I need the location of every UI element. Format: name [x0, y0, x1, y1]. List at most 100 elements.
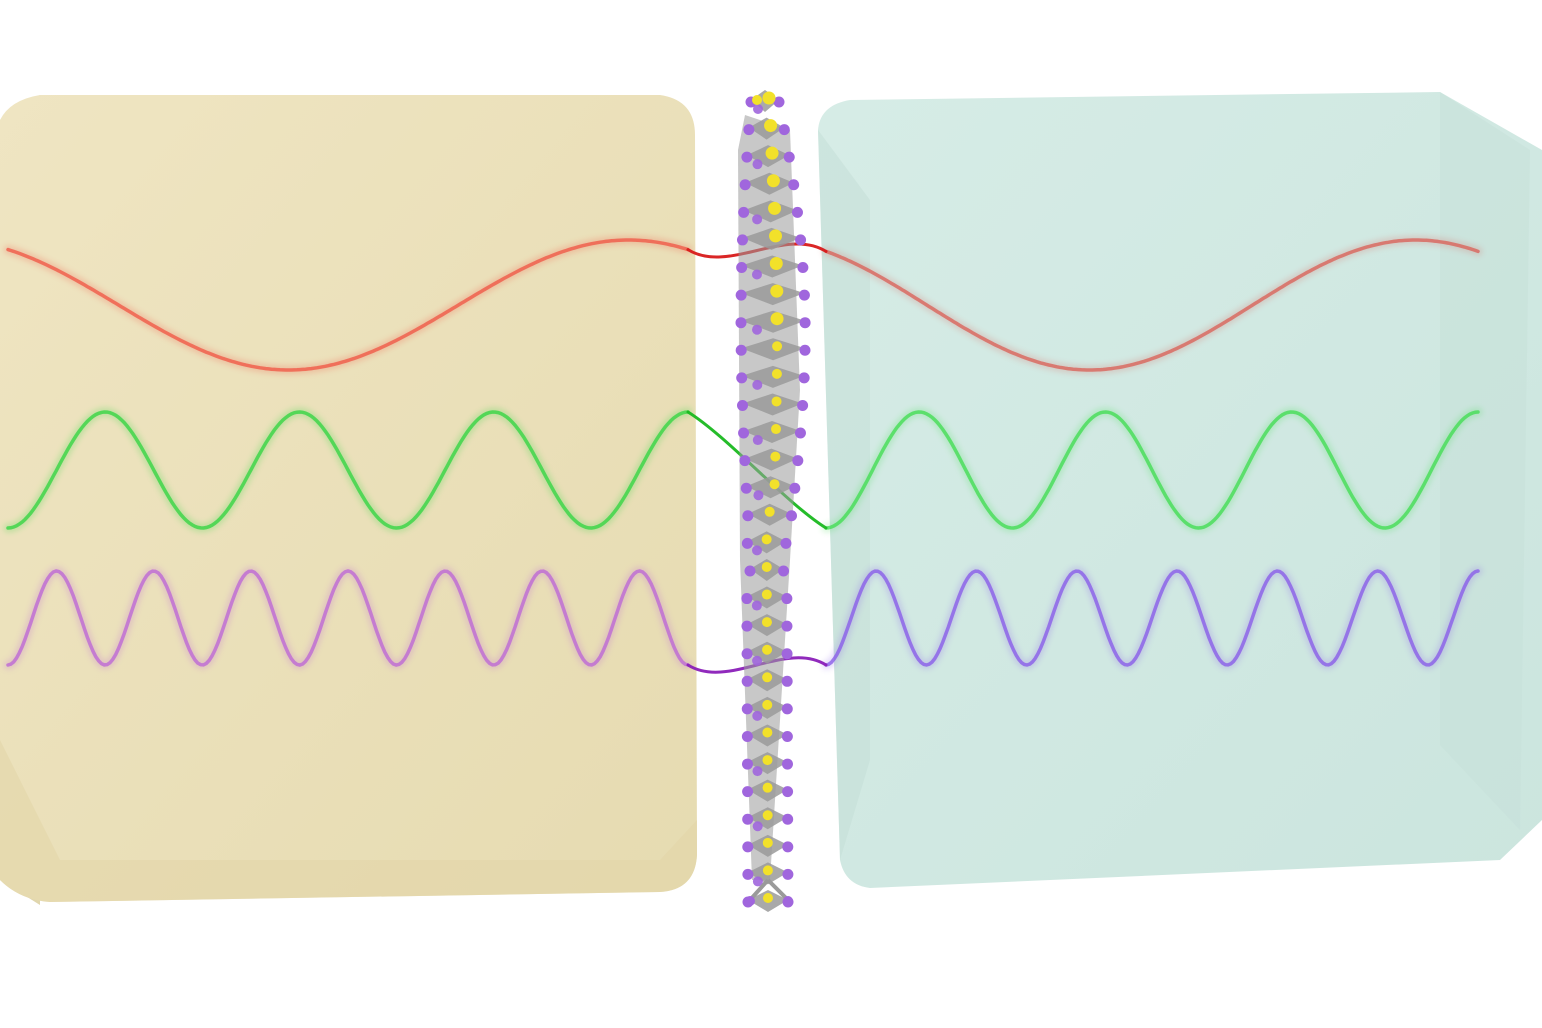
crystal-atom-yellow: [769, 257, 783, 271]
red-wave-left: [6, 238, 690, 372]
crystal-atom-yellow: [771, 424, 782, 435]
crystal-atom-purple: [752, 821, 763, 832]
crystal-atom-purple: [739, 455, 751, 467]
violet-wave-right: [824, 569, 1480, 667]
crystal-atom-purple: [781, 730, 793, 742]
crystal-atom-purple: [741, 758, 753, 770]
crystal-atom-purple: [780, 537, 792, 549]
crystal-atom-purple: [753, 104, 763, 114]
crystal-atom-purple: [782, 786, 794, 798]
crystal-atom-purple: [778, 565, 790, 577]
crystal-atom-yellow: [764, 119, 778, 133]
crystal-atom-yellow: [765, 146, 779, 160]
crystal-atom-purple: [783, 896, 793, 906]
red-wave-right: [824, 238, 1480, 372]
crystal-atom-purple: [738, 206, 750, 218]
crystal-atom-purple: [781, 620, 793, 632]
crystal-atom-yellow: [772, 341, 783, 352]
crystal-atom-purple: [788, 179, 800, 191]
crystal-atom-purple: [742, 786, 754, 798]
crystal-atom-purple: [791, 206, 803, 218]
crystal-atom-purple: [783, 151, 795, 163]
crystal-atom-purple: [795, 234, 807, 246]
crystal-atom-purple: [741, 537, 753, 549]
crystal-atom-yellow: [761, 589, 772, 600]
crystal-atom-purple: [735, 317, 747, 329]
crystal-atom-purple: [752, 324, 763, 335]
crystal-atom-yellow: [771, 368, 782, 379]
crystal-atom-purple: [751, 269, 762, 280]
crystal-atom-purple: [742, 841, 754, 853]
crystal-atom-purple: [742, 510, 754, 522]
crystal-atom-yellow: [762, 672, 773, 683]
crystal-atom-purple: [782, 841, 794, 853]
crystal-atom-purple: [741, 703, 753, 715]
crystal-atom-yellow: [762, 865, 773, 876]
crystal-atom-purple: [782, 868, 794, 880]
crystal-atom-purple: [799, 344, 811, 356]
crystal-atom-yellow: [752, 95, 762, 105]
crystal-atom-yellow: [769, 229, 783, 243]
crystal-atom-purple: [798, 372, 810, 384]
crystal-atom-yellow: [769, 479, 780, 490]
crystal-atom-purple: [740, 482, 752, 494]
crystal-atom-purple: [798, 289, 810, 301]
crystal-atom-purple: [735, 289, 747, 301]
crystal-atom-purple: [792, 455, 804, 467]
right-medium-block: [818, 92, 1542, 888]
crystal-atom-yellow: [762, 782, 773, 793]
crystal-atom-purple: [752, 159, 763, 170]
crystal-atom-purple: [778, 124, 790, 136]
crystal-atom-purple: [797, 262, 809, 274]
crystal-legs: [748, 878, 790, 902]
crystal-atom-purple: [741, 675, 753, 687]
crystal-atom-purple: [781, 675, 793, 687]
crystal-atom-purple: [781, 758, 793, 770]
crystal-atom-purple: [751, 600, 762, 611]
crystal-atom-purple: [773, 96, 785, 108]
crystal-atom-purple: [794, 427, 806, 439]
crystal-atom-yellow: [762, 810, 773, 821]
crystal-atom-purple: [781, 593, 793, 605]
crystal-atom-yellow: [762, 699, 773, 710]
left-medium-block: [0, 95, 697, 905]
crystal-unit: [742, 393, 803, 416]
crystal-atom-yellow: [764, 506, 775, 517]
wave-layer: [3, 235, 1483, 674]
crystal-atom-purple: [752, 435, 763, 446]
crystal-atom-yellow: [766, 174, 780, 188]
crystal-atom-yellow: [762, 727, 773, 738]
crystal-atom-purple: [752, 876, 763, 887]
crystal-atom-purple: [735, 344, 747, 356]
crystal-atom-purple: [752, 766, 763, 777]
crystal-atom-yellow: [771, 396, 782, 407]
crystal-atom-purple: [752, 379, 763, 390]
crystal-atom-yellow: [761, 534, 772, 545]
crystal-atom-purple: [781, 703, 793, 715]
crystal-atom-purple: [797, 399, 809, 411]
crystal-atom-yellow: [761, 561, 772, 572]
crystal-atom-yellow: [770, 284, 784, 298]
green-wave-right: [824, 410, 1480, 530]
crystal-atom-purple: [752, 545, 763, 556]
crystal-atom-purple: [789, 482, 801, 494]
crystal-atom-purple: [741, 730, 753, 742]
crystal-atom-purple: [781, 648, 793, 660]
crystal-atom-yellow: [770, 312, 784, 326]
crystal-atom-yellow: [763, 893, 773, 903]
crystal-atom-purple: [743, 124, 755, 136]
crystal-atom-yellow: [762, 91, 776, 105]
crystal-atom-purple: [736, 262, 748, 274]
layered-crystal-icon: [735, 90, 811, 912]
crystal-atom-purple: [752, 214, 763, 225]
crystal-atom-purple: [745, 896, 755, 906]
crystal-atom-purple: [782, 813, 794, 825]
crystal-atom-purple: [739, 179, 751, 191]
green-wave-left: [6, 410, 690, 530]
crystal-atom-purple: [742, 813, 754, 825]
crystal-atom-purple: [741, 648, 753, 660]
crystal-atom-purple: [753, 490, 764, 501]
crystal-atom-purple: [752, 655, 763, 666]
crystal-atom-purple: [744, 565, 756, 577]
